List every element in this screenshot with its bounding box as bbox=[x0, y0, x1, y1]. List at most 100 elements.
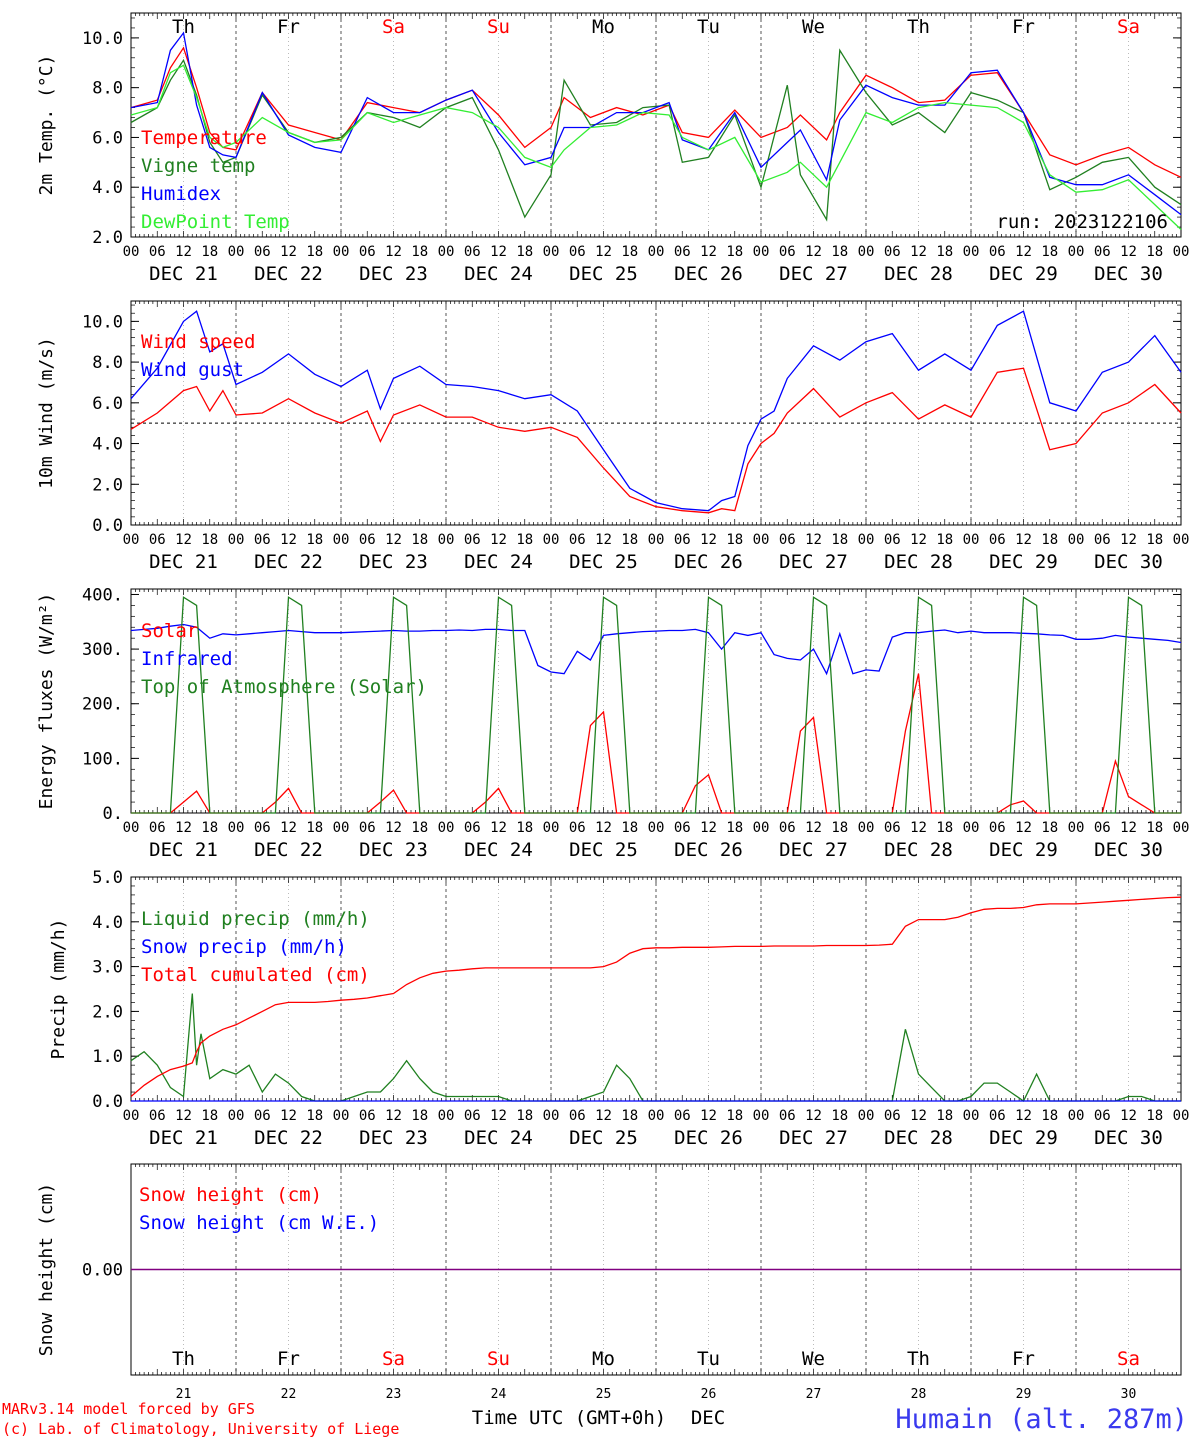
y-tick-label: 3.0 bbox=[92, 958, 123, 978]
x-hour-label: 18 bbox=[831, 820, 848, 836]
y-tick-label: 4.0 bbox=[92, 178, 123, 198]
x-hour-label: 12 bbox=[1015, 1108, 1032, 1124]
x-hour-label: 00 bbox=[858, 1108, 875, 1124]
x-hour-label: 00 bbox=[228, 1108, 245, 1124]
x-hour-label: 00 bbox=[963, 820, 980, 836]
day-number-label: 25 bbox=[596, 1387, 612, 1402]
x-date-label: DEC 25 bbox=[569, 1127, 638, 1149]
x-date-label: DEC 23 bbox=[359, 551, 428, 573]
day-name-label: Fr bbox=[277, 1348, 300, 1370]
x-hour-label: 18 bbox=[831, 244, 848, 260]
x-hour-label: 18 bbox=[621, 820, 638, 836]
x-hour-label: 18 bbox=[201, 1108, 218, 1124]
x-hour-label: 06 bbox=[1094, 244, 1111, 260]
x-date-label: DEC 27 bbox=[779, 263, 848, 285]
x-hour-label: 06 bbox=[779, 532, 796, 548]
x-hour-label: 06 bbox=[779, 1108, 796, 1124]
x-hour-label: 18 bbox=[411, 244, 428, 260]
x-hour-label: 12 bbox=[280, 820, 297, 836]
x-hour-label: 12 bbox=[175, 244, 192, 260]
x-hour-label: 18 bbox=[306, 244, 323, 260]
x-hour-label: 00 bbox=[963, 532, 980, 548]
x-hour-label: 06 bbox=[149, 1108, 166, 1124]
x-hour-label: 18 bbox=[1041, 1108, 1058, 1124]
x-hour-label: 06 bbox=[989, 244, 1006, 260]
x-hour-label: 12 bbox=[385, 1108, 402, 1124]
x-hour-label: 00 bbox=[438, 1108, 455, 1124]
y-tick-label: 2.0 bbox=[92, 475, 123, 495]
day-number-label: 27 bbox=[806, 1387, 822, 1402]
credit-line-2: (c) Lab. of Climatology, University of L… bbox=[2, 1420, 399, 1438]
x-hour-label: 00 bbox=[333, 244, 350, 260]
x-hour-label: 06 bbox=[569, 244, 586, 260]
day-number-label: 26 bbox=[701, 1387, 717, 1402]
y-axis-title: Precip (mm/h) bbox=[48, 919, 69, 1060]
x-hour-label: 06 bbox=[464, 244, 481, 260]
day-name-label: Th bbox=[172, 16, 195, 38]
legend-entry: Top of Atmosphere (Solar) bbox=[141, 676, 427, 698]
x-hour-label: 12 bbox=[910, 244, 927, 260]
x-hour-label: 00 bbox=[438, 244, 455, 260]
x-hour-label: 18 bbox=[411, 820, 428, 836]
x-hour-label: 18 bbox=[831, 1108, 848, 1124]
x-hour-label: 00 bbox=[228, 532, 245, 548]
x-hour-label: 06 bbox=[149, 532, 166, 548]
x-hour-label: 18 bbox=[1041, 820, 1058, 836]
x-hour-label: 00 bbox=[648, 244, 665, 260]
x-date-label: DEC 30 bbox=[1094, 1127, 1163, 1149]
x-hour-label: 12 bbox=[700, 532, 717, 548]
x-hour-label: 00 bbox=[1068, 532, 1085, 548]
x-hour-label: 18 bbox=[201, 244, 218, 260]
x-hour-label: 00 bbox=[1068, 1108, 1085, 1124]
x-date-label: DEC 26 bbox=[674, 263, 743, 285]
x-hour-label: 00 bbox=[1068, 244, 1085, 260]
y-tick-label: 10.0 bbox=[82, 29, 123, 49]
x-date-label: DEC 30 bbox=[1094, 263, 1163, 285]
x-hour-label: 18 bbox=[621, 532, 638, 548]
x-hour-label: 18 bbox=[306, 820, 323, 836]
x-hour-label: 18 bbox=[1041, 532, 1058, 548]
x-hour-label: 06 bbox=[149, 820, 166, 836]
y-tick-label: 2.0 bbox=[92, 228, 123, 248]
x-hour-label: 12 bbox=[595, 1108, 612, 1124]
y-axis-title: Snow height (cm) bbox=[36, 1183, 57, 1356]
x-hour-label: 18 bbox=[516, 532, 533, 548]
x-hour-label: 00 bbox=[543, 820, 560, 836]
x-date-label: DEC 22 bbox=[254, 1127, 323, 1149]
x-hour-label: 18 bbox=[1146, 532, 1163, 548]
x-hour-label: 18 bbox=[726, 244, 743, 260]
x-hour-label: 00 bbox=[858, 244, 875, 260]
x-date-label: DEC 22 bbox=[254, 839, 323, 861]
x-hour-label: 18 bbox=[201, 820, 218, 836]
x-hour-label: 06 bbox=[569, 820, 586, 836]
x-hour-label: 06 bbox=[1094, 532, 1111, 548]
x-hour-label: 00 bbox=[228, 820, 245, 836]
x-hour-label: 06 bbox=[989, 1108, 1006, 1124]
x-axis-title: Time UTC (GMT+0h) bbox=[472, 1407, 666, 1429]
x-hour-label: 12 bbox=[385, 532, 402, 548]
day-name-label: Fr bbox=[277, 16, 300, 38]
legend-entry: Humidex bbox=[141, 183, 221, 205]
x-date-label: DEC 28 bbox=[884, 839, 953, 861]
x-hour-label: 12 bbox=[490, 820, 507, 836]
x-hour-label: 12 bbox=[490, 532, 507, 548]
x-hour-label: 00 bbox=[648, 1108, 665, 1124]
day-name-label: Sa bbox=[382, 16, 405, 38]
x-hour-label: 12 bbox=[1120, 244, 1137, 260]
x-hour-label: 12 bbox=[805, 244, 822, 260]
x-hour-label: 18 bbox=[306, 1108, 323, 1124]
day-number-label: 24 bbox=[491, 1387, 507, 1402]
x-hour-label: 12 bbox=[910, 1108, 927, 1124]
x-hour-label: 18 bbox=[1146, 1108, 1163, 1124]
x-hour-label: 00 bbox=[543, 244, 560, 260]
x-hour-label: 06 bbox=[254, 820, 271, 836]
x-hour-label: 18 bbox=[621, 1108, 638, 1124]
x-date-label: DEC 29 bbox=[989, 1127, 1058, 1149]
x-hour-label: 00 bbox=[543, 1108, 560, 1124]
x-hour-label: 00 bbox=[648, 820, 665, 836]
x-hour-label: 06 bbox=[149, 244, 166, 260]
legend-entry: Vigne temp bbox=[141, 155, 255, 177]
day-number-label: 30 bbox=[1121, 1387, 1137, 1402]
